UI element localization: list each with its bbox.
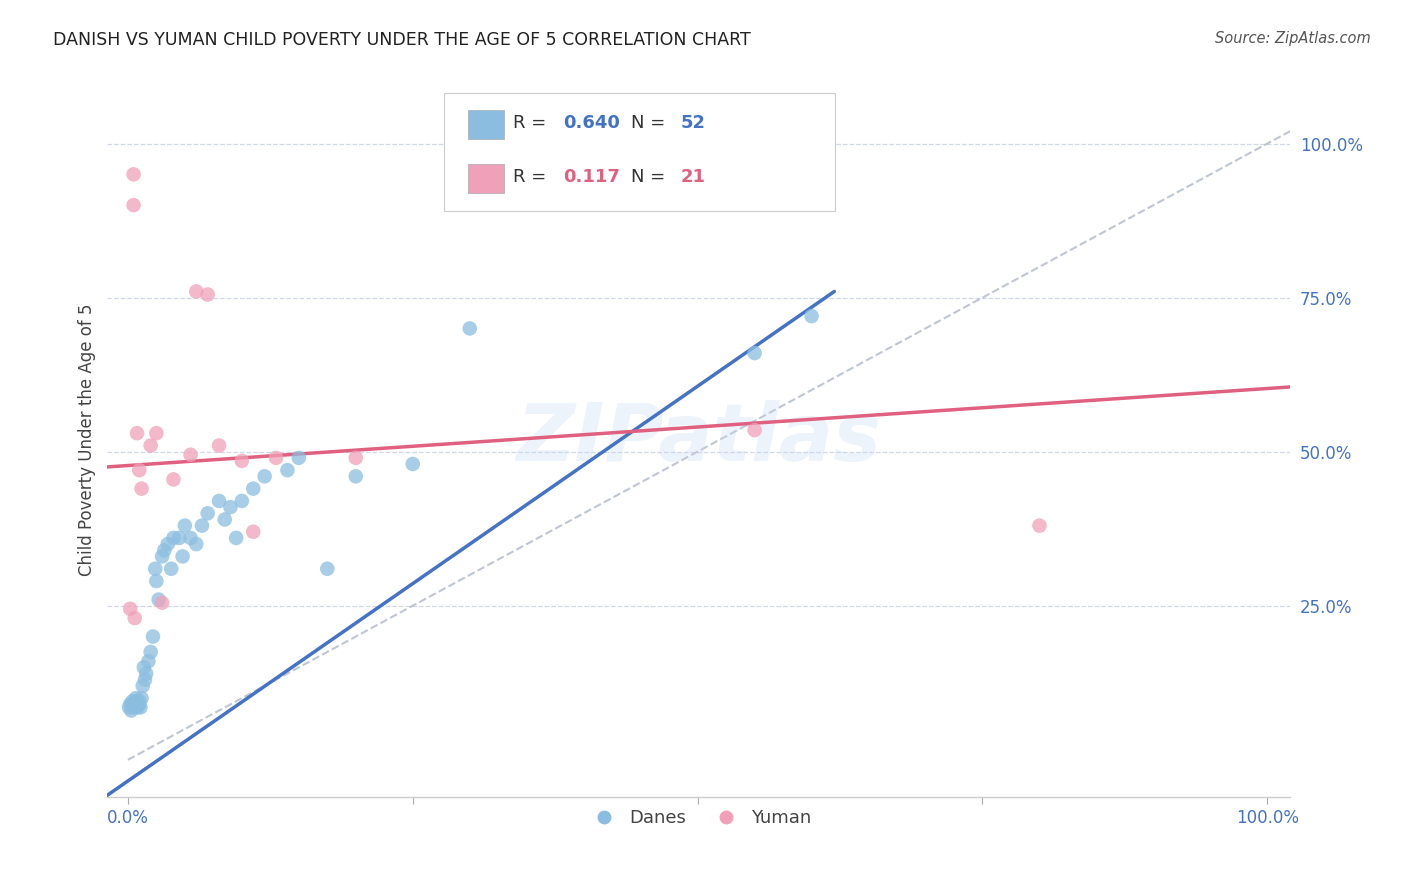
Point bbox=[145, 426, 167, 441]
Point bbox=[122, 167, 145, 181]
Point bbox=[172, 549, 194, 564]
Point bbox=[120, 704, 142, 718]
Point bbox=[208, 438, 231, 452]
Point bbox=[120, 698, 142, 712]
Point bbox=[744, 423, 766, 437]
Point bbox=[132, 660, 155, 674]
Point bbox=[139, 438, 162, 452]
Text: 21: 21 bbox=[681, 168, 706, 186]
Point bbox=[242, 524, 264, 539]
Point bbox=[162, 472, 184, 486]
Point bbox=[402, 457, 425, 471]
Point bbox=[121, 694, 143, 708]
FancyBboxPatch shape bbox=[444, 93, 835, 211]
Point bbox=[131, 691, 153, 706]
Point bbox=[160, 562, 183, 576]
Point bbox=[180, 448, 202, 462]
Point bbox=[128, 694, 150, 708]
Point bbox=[186, 537, 208, 551]
Point bbox=[173, 518, 195, 533]
Point bbox=[344, 469, 367, 483]
Text: ZIPatlas: ZIPatlas bbox=[516, 401, 882, 478]
Point bbox=[167, 531, 190, 545]
Legend: Danes, Yuman: Danes, Yuman bbox=[579, 802, 818, 834]
Point bbox=[128, 463, 150, 477]
Point bbox=[148, 592, 170, 607]
Text: R =: R = bbox=[513, 114, 553, 132]
Point bbox=[242, 482, 264, 496]
Point bbox=[120, 602, 142, 616]
Point bbox=[145, 574, 167, 588]
Point bbox=[125, 691, 148, 706]
Point bbox=[800, 309, 823, 323]
Text: R =: R = bbox=[513, 168, 558, 186]
Point bbox=[344, 450, 367, 465]
Point bbox=[142, 630, 165, 644]
Text: Source: ZipAtlas.com: Source: ZipAtlas.com bbox=[1215, 31, 1371, 46]
Point bbox=[156, 537, 179, 551]
Text: 52: 52 bbox=[681, 114, 706, 132]
Point bbox=[122, 198, 145, 212]
Point bbox=[458, 321, 481, 335]
Point bbox=[197, 506, 219, 520]
Point bbox=[125, 426, 148, 441]
Point bbox=[124, 698, 146, 712]
Point bbox=[127, 698, 149, 713]
Point bbox=[231, 494, 253, 508]
Point bbox=[191, 518, 214, 533]
Point bbox=[150, 549, 173, 564]
Point bbox=[125, 696, 148, 710]
Text: 0.640: 0.640 bbox=[562, 114, 620, 132]
Y-axis label: Child Poverty Under the Age of 5: Child Poverty Under the Age of 5 bbox=[79, 303, 96, 575]
Point bbox=[128, 698, 150, 712]
Point bbox=[153, 543, 176, 558]
Point bbox=[125, 700, 148, 714]
Point bbox=[316, 562, 339, 576]
Point bbox=[186, 285, 208, 299]
Point bbox=[1028, 518, 1050, 533]
Point bbox=[124, 611, 146, 625]
Point bbox=[214, 512, 236, 526]
Text: DANISH VS YUMAN CHILD POVERTY UNDER THE AGE OF 5 CORRELATION CHART: DANISH VS YUMAN CHILD POVERTY UNDER THE … bbox=[53, 31, 751, 49]
Point bbox=[125, 694, 148, 708]
Point bbox=[231, 454, 253, 468]
Text: 0.117: 0.117 bbox=[562, 168, 620, 186]
Point bbox=[219, 500, 242, 515]
Point bbox=[118, 700, 141, 714]
Point bbox=[288, 450, 311, 465]
Point bbox=[197, 287, 219, 301]
Bar bbox=[468, 111, 503, 139]
Point bbox=[264, 450, 287, 465]
Text: N =: N = bbox=[631, 114, 671, 132]
Bar bbox=[468, 164, 503, 193]
Point bbox=[135, 666, 157, 681]
Point bbox=[744, 346, 766, 360]
Point bbox=[131, 482, 153, 496]
Text: N =: N = bbox=[631, 168, 671, 186]
Point bbox=[162, 531, 184, 545]
Point bbox=[276, 463, 298, 477]
Point bbox=[143, 562, 166, 576]
Point bbox=[208, 494, 231, 508]
Point bbox=[139, 645, 162, 659]
Point bbox=[122, 700, 145, 714]
Point bbox=[253, 469, 276, 483]
Point bbox=[129, 700, 152, 714]
Point bbox=[225, 531, 247, 545]
Point bbox=[150, 596, 173, 610]
Point bbox=[134, 673, 156, 687]
Point bbox=[131, 679, 153, 693]
Point bbox=[180, 531, 202, 545]
Point bbox=[138, 654, 160, 668]
